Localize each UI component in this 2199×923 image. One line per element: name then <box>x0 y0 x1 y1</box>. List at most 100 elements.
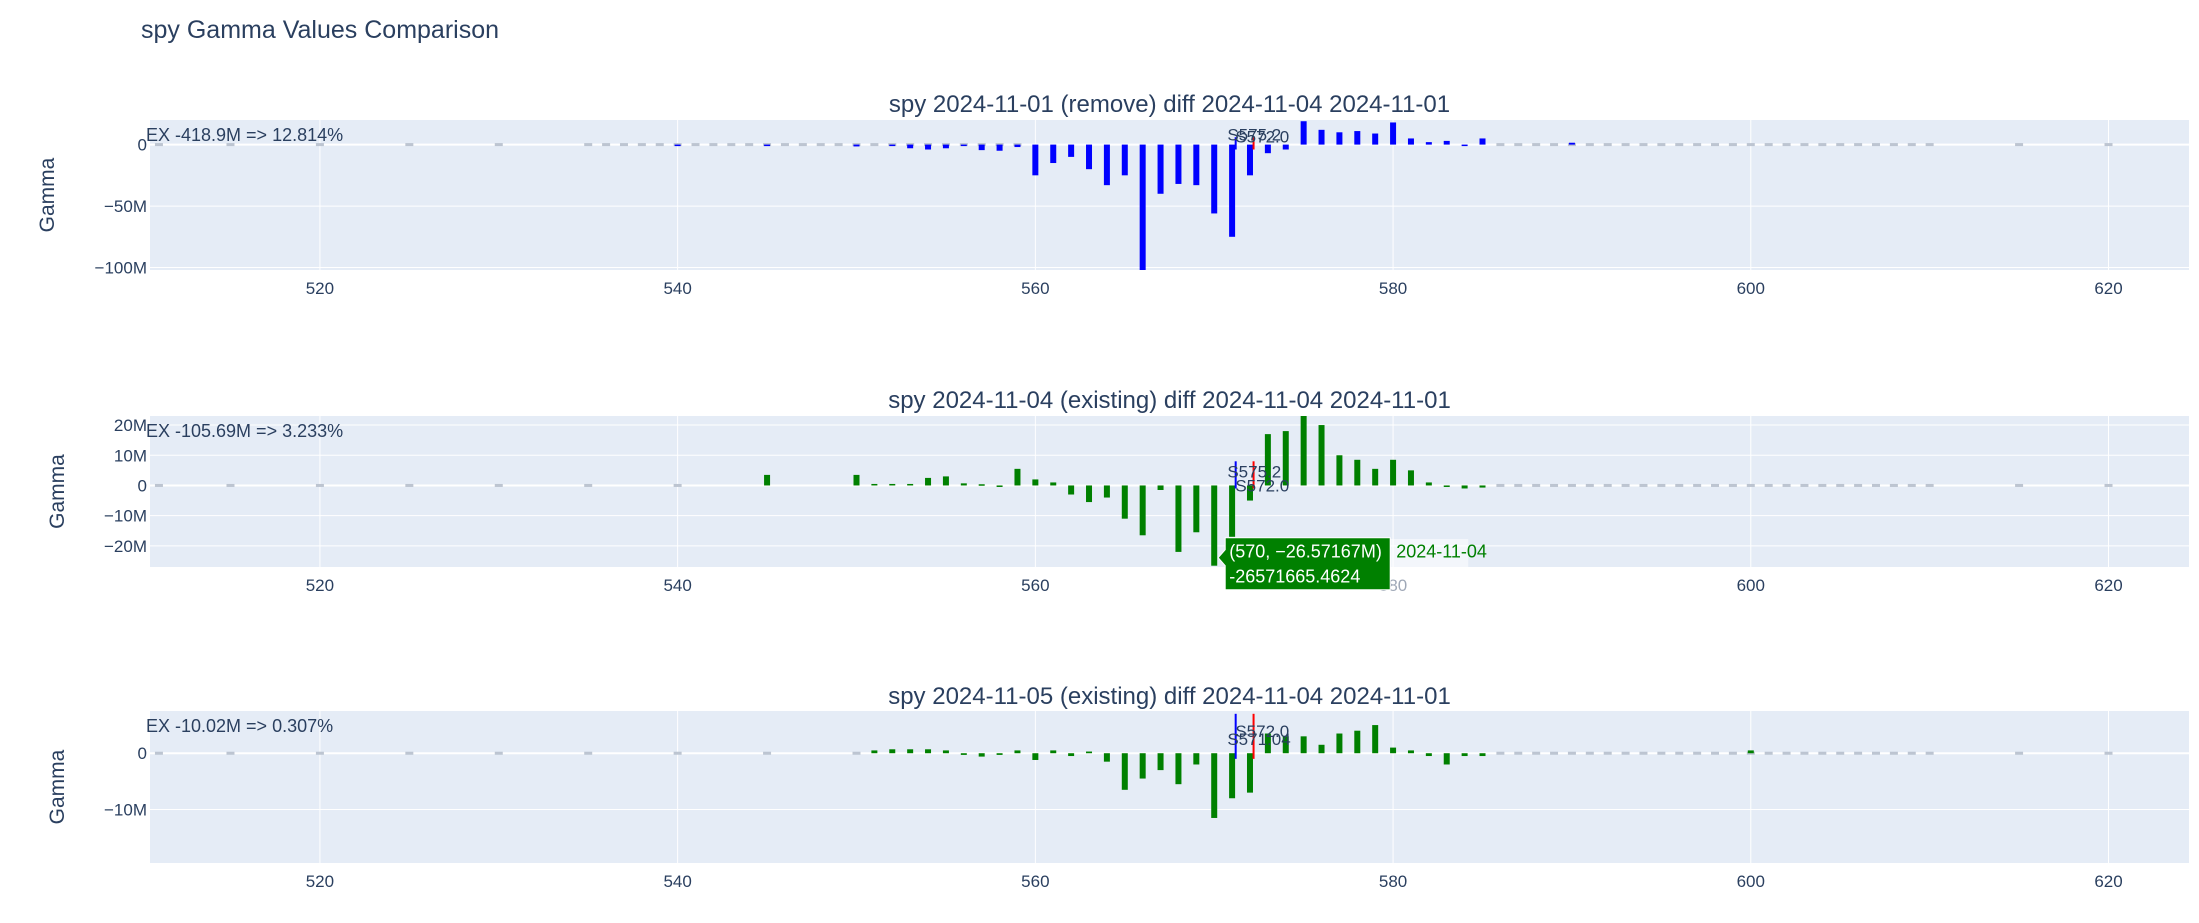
exposure-annotation: EX -10.02M => 0.307% <box>146 716 333 736</box>
ghost-bar <box>745 143 754 147</box>
bar <box>1229 144 1236 237</box>
plot-area <box>150 416 2189 567</box>
ghost-bar <box>1567 751 1576 755</box>
ghost-bar <box>494 751 503 755</box>
ghost-bar <box>1603 143 1612 147</box>
ghost-bar <box>405 483 414 487</box>
bar <box>925 144 932 150</box>
bar <box>1103 753 1110 762</box>
bar <box>1318 129 1325 145</box>
bar <box>1479 753 1486 757</box>
ghost-bar <box>1532 751 1541 755</box>
bar <box>1086 485 1093 503</box>
ghost-bar <box>1693 483 1702 487</box>
bar <box>1050 144 1057 164</box>
bar <box>853 474 860 486</box>
x-tick-label: 540 <box>663 279 691 298</box>
bar <box>1229 753 1236 799</box>
ghost-bar <box>1800 483 1809 487</box>
ghost-bar <box>405 751 414 755</box>
ghost-bar <box>494 143 503 147</box>
bar <box>1193 144 1200 186</box>
ghost-bar <box>1728 751 1737 755</box>
bar <box>1300 736 1307 754</box>
x-tick-label: 520 <box>306 576 334 595</box>
ghost-bar <box>1871 751 1880 755</box>
x-tick-label: 580 <box>1379 872 1407 891</box>
ghost-bar <box>619 143 628 147</box>
ghost-bar <box>1907 751 1916 755</box>
ghost-bar <box>1889 751 1898 755</box>
ghost-bar <box>727 143 736 147</box>
bar <box>1443 140 1450 145</box>
y-tick-label: −20M <box>104 537 147 556</box>
hover-tooltip[interactable]: (570, −26.57167M) -26571665.4624 2024-11-0… <box>1217 537 1487 597</box>
bar <box>1121 485 1128 519</box>
tooltip-value: -26571665.4624 <box>1229 567 1360 587</box>
ghost-bar <box>1711 143 1720 147</box>
ghost-bar <box>1925 751 1934 755</box>
bar <box>1193 485 1200 533</box>
ghost-bar <box>1657 751 1666 755</box>
bar <box>1300 416 1307 486</box>
ghost-bar <box>1639 751 1648 755</box>
bar <box>1372 133 1379 145</box>
ghost-bar <box>1496 483 1505 487</box>
bar <box>1425 753 1432 757</box>
ghost-bar <box>816 143 825 147</box>
ghost-bar <box>154 143 163 147</box>
bar <box>1103 485 1110 498</box>
bar <box>1354 131 1361 145</box>
bar <box>1014 144 1021 148</box>
x-tick-label: 620 <box>2094 576 2122 595</box>
bar <box>1568 142 1575 145</box>
ghost-bar <box>1621 143 1630 147</box>
bar <box>1246 485 1253 501</box>
ghost-bar <box>226 143 235 147</box>
ghost-bar <box>315 751 324 755</box>
ghost-bar <box>1782 143 1791 147</box>
plot-area <box>150 711 2189 863</box>
spot-label: S575.2 <box>1227 462 1281 481</box>
bar <box>1443 485 1450 487</box>
ghost-bar <box>1854 751 1863 755</box>
ghost-bar <box>1532 483 1541 487</box>
ghost-bar <box>2015 143 2024 147</box>
ghost-bar <box>2015 751 2024 755</box>
ghost-bar <box>1854 483 1863 487</box>
tooltip-coord: (570, −26.57167M) <box>1229 542 1382 562</box>
ghost-bar <box>1711 483 1720 487</box>
ghost-bar <box>1925 483 1934 487</box>
bar <box>978 484 985 486</box>
bar <box>1407 138 1414 145</box>
ghost-bar <box>315 483 324 487</box>
ghost-bar <box>1764 751 1773 755</box>
ghost-bar <box>2015 483 2024 487</box>
bar <box>1211 753 1218 818</box>
ghost-bar <box>1800 751 1809 755</box>
bar <box>1318 425 1325 486</box>
bar <box>1425 142 1432 145</box>
x-tick-label: 620 <box>2094 872 2122 891</box>
ghost-bar <box>1657 483 1666 487</box>
ghost-bar <box>1675 483 1684 487</box>
bar <box>942 144 949 149</box>
bar <box>1014 468 1021 486</box>
ghost-bar <box>154 483 163 487</box>
bar <box>1264 434 1271 486</box>
bar <box>1282 736 1289 754</box>
bar <box>1318 744 1325 754</box>
ghost-bar <box>1925 143 1934 147</box>
ghost-bar <box>1585 143 1594 147</box>
ghost-bar <box>226 751 235 755</box>
ghost-bar <box>798 143 807 147</box>
y-tick-label: 0 <box>138 744 147 763</box>
ghost-bar <box>1496 143 1505 147</box>
ghost-bar <box>834 143 843 147</box>
ghost-bar <box>673 483 682 487</box>
ghost-bar <box>1854 143 1863 147</box>
ghost-bar <box>1621 751 1630 755</box>
